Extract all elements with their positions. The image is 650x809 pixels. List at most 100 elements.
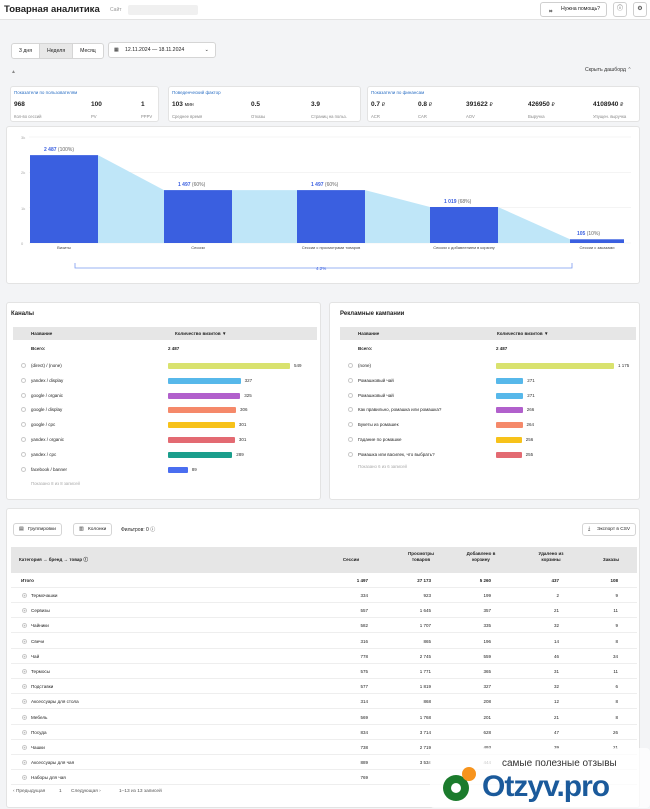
help-button[interactable]: ⌗ Нужна помощь?: [540, 2, 607, 17]
table-row[interactable]: + Посуда 834 3 714 628 47 26: [11, 725, 637, 740]
kpi-value: 0.5: [251, 101, 261, 108]
col-visits[interactable]: Количество визитов ▼: [175, 331, 227, 336]
kpi-value: 0.8 ₽: [418, 101, 433, 108]
row-radio[interactable]: [348, 437, 353, 442]
cell-value: 923: [423, 593, 431, 598]
list-item[interactable]: Букеты из ромашек 264: [348, 420, 638, 430]
row-radio[interactable]: [21, 466, 26, 472]
expand-icon[interactable]: +: [22, 684, 27, 690]
row-radio[interactable]: [21, 407, 26, 413]
export-csv-button[interactable]: ⤓ Экспорт в CSV: [582, 523, 637, 536]
row-radio[interactable]: [348, 407, 353, 413]
table-row[interactable]: + Свечи 316 865 196 14 8: [11, 634, 637, 649]
pin-icon[interactable]: ▲: [11, 69, 16, 75]
table-row[interactable]: + Чай 778 2 745 559 46 34: [11, 649, 637, 664]
list-item[interactable]: yandex / cpc 289: [21, 450, 311, 460]
row-value: 1 175: [618, 363, 630, 368]
table-row[interactable]: + Подставки 577 1 819 327 32 6: [11, 679, 637, 695]
list-item[interactable]: Ромашка или василек, что выбрать? 255: [348, 450, 638, 460]
table-row[interactable]: + Наборы для чая 769: [11, 770, 637, 786]
next-page-button[interactable]: Следующая ›: [71, 789, 101, 794]
settings-button[interactable]: ⚙: [633, 2, 647, 17]
cell-value: 27 173: [417, 578, 431, 583]
columns-button[interactable]: ▥ Колонки: [73, 523, 113, 536]
cell-value: 575: [360, 669, 368, 674]
col-sessions[interactable]: Сессии: [342, 557, 360, 562]
kpi-label: Среднее время: [172, 114, 203, 119]
list-item[interactable]: (direct) / (none) 549: [21, 361, 311, 371]
row-radio[interactable]: [21, 377, 26, 383]
expand-icon[interactable]: +: [22, 760, 27, 766]
expand-icon[interactable]: +: [22, 775, 27, 781]
list-item[interactable]: facebook / banner 89: [21, 465, 311, 475]
table-row[interactable]: + Сервизы 557 1 645 357 21 11: [11, 603, 637, 619]
expand-icon[interactable]: +: [22, 745, 27, 750]
row-value: 289: [236, 451, 244, 457]
site-select[interactable]: [128, 5, 198, 15]
funnel-bar-2[interactable]: [297, 190, 365, 243]
cell-value: 196: [483, 638, 491, 644]
expand-icon[interactable]: +: [22, 699, 27, 705]
col-removed-from-cart[interactable]: Удалено из корзины: [538, 551, 564, 562]
funnel-x-label: Сессии: [191, 245, 205, 250]
expand-icon[interactable]: +: [22, 593, 27, 598]
list-item[interactable]: Как правильно, ромашка или ромашка? 266: [348, 405, 638, 415]
table-row[interactable]: + Чашки 738 2 719 493 39 21: [11, 740, 637, 755]
row-radio[interactable]: [348, 422, 353, 428]
list-item[interactable]: Ромашковый чай 271: [348, 376, 638, 386]
col-category[interactable]: Категория → бренд → товар ⓘ: [19, 557, 88, 562]
list-item[interactable]: Ромашковый чай 271: [348, 391, 638, 401]
row-radio[interactable]: [21, 451, 26, 457]
table-row[interactable]: + Термочашки 334 923 199 2 9: [11, 588, 637, 603]
row-radio[interactable]: [348, 451, 353, 457]
expand-icon[interactable]: +: [22, 608, 27, 614]
list-item[interactable]: (none) 1 175: [348, 361, 638, 371]
expand-icon[interactable]: +: [22, 669, 27, 674]
row-radio[interactable]: [21, 422, 26, 428]
list-item[interactable]: google / cpc 301: [21, 420, 311, 430]
table-row[interactable]: + Термосы 575 1 771 365 31 11: [11, 664, 637, 679]
funnel-bar-1[interactable]: [164, 190, 232, 243]
tab-week[interactable]: Неделя: [40, 44, 74, 58]
col-product-views[interactable]: Просмотры товаров: [408, 551, 434, 562]
table-row[interactable]: + Чайники 582 1 707 335 32 9: [11, 618, 637, 634]
table-row[interactable]: + Аксессуары для стола 314 868 208 12 8: [11, 694, 637, 710]
list-item[interactable]: yandex / organic 301: [21, 435, 311, 445]
kpi-label: CAR: [418, 114, 427, 119]
list-item[interactable]: Гадание по ромашке 256: [348, 435, 638, 445]
tab-3-days[interactable]: 3 дня: [12, 44, 41, 58]
expand-icon[interactable]: +: [22, 653, 27, 659]
expand-icon[interactable]: +: [22, 714, 27, 720]
info-button[interactable]: ⓘ: [613, 2, 627, 17]
row-radio[interactable]: [348, 377, 353, 383]
list-item[interactable]: google / organic 325: [21, 391, 311, 401]
row-radio[interactable]: [348, 363, 353, 368]
list-item[interactable]: google / display 306: [21, 405, 311, 415]
date-range-picker[interactable]: ▦ 12.11.2024 — 18.11.2024 ⌄: [108, 42, 216, 58]
row-radio[interactable]: [21, 363, 26, 368]
row-radio[interactable]: [21, 392, 26, 398]
col-added-to-cart[interactable]: Добавлено в корзину: [466, 551, 496, 562]
table-row[interactable]: + Мебель 569 1 768 201 21 8: [11, 710, 637, 725]
prev-page-button[interactable]: ‹ Предыдущая: [13, 789, 46, 794]
row-value: 301: [238, 422, 247, 428]
expand-icon[interactable]: +: [22, 638, 27, 644]
hide-dashboard-button[interactable]: Скрыть дашборд ⌃: [585, 67, 632, 73]
page-number[interactable]: 1: [59, 789, 62, 794]
row-bar: [168, 377, 241, 384]
tab-month[interactable]: Месяц: [80, 48, 96, 54]
funnel-value-label: 105 (10%): [577, 231, 601, 238]
funnel-bar-0[interactable]: [30, 155, 98, 243]
col-orders[interactable]: Заказы: [602, 557, 620, 562]
expand-icon[interactable]: +: [22, 729, 27, 735]
row-radio[interactable]: [348, 392, 353, 398]
expand-icon[interactable]: +: [22, 623, 27, 629]
row-radio[interactable]: [21, 437, 26, 442]
filters-indicator[interactable]: Фильтров: 0 ⓘ: [121, 527, 156, 533]
funnel-bar-3[interactable]: [430, 206, 498, 243]
list-item[interactable]: yandex / display 327: [21, 376, 311, 386]
grouping-button[interactable]: ▤ Группировки: [13, 523, 62, 536]
row-value: 271: [527, 377, 535, 383]
col-visits[interactable]: Количество визитов ▼: [497, 331, 549, 336]
funnel-bar-4[interactable]: [570, 239, 624, 243]
